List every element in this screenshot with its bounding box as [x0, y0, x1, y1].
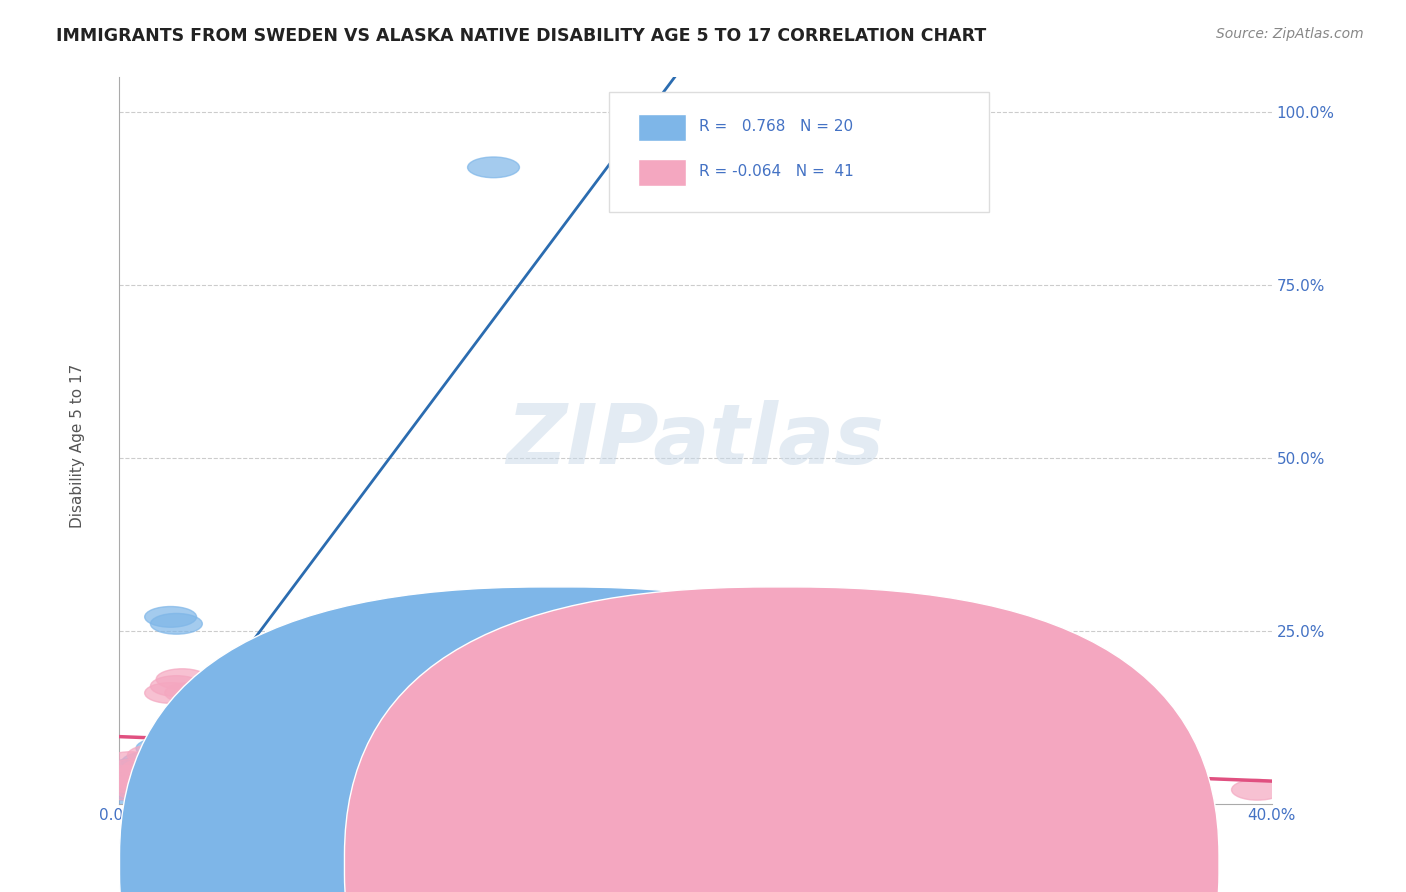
Text: IMMIGRANTS FROM SWEDEN VS ALASKA NATIVE DISABILITY AGE 5 TO 17 CORRELATION CHART: IMMIGRANTS FROM SWEDEN VS ALASKA NATIVE …	[56, 27, 987, 45]
Ellipse shape	[101, 772, 153, 793]
Text: Alaska Natives: Alaska Natives	[806, 857, 918, 871]
Ellipse shape	[353, 710, 404, 731]
Text: Source: ZipAtlas.com: Source: ZipAtlas.com	[1216, 27, 1364, 41]
Ellipse shape	[202, 772, 254, 793]
Ellipse shape	[128, 765, 180, 787]
Ellipse shape	[208, 724, 260, 745]
Ellipse shape	[115, 780, 167, 800]
Ellipse shape	[98, 780, 150, 800]
Ellipse shape	[150, 614, 202, 634]
Ellipse shape	[107, 759, 159, 780]
Ellipse shape	[202, 717, 254, 738]
Ellipse shape	[112, 772, 165, 793]
Ellipse shape	[180, 703, 231, 724]
Ellipse shape	[669, 765, 721, 787]
Ellipse shape	[98, 765, 150, 787]
Text: R = -0.064   N =  41: R = -0.064 N = 41	[699, 164, 853, 179]
Bar	[638, 114, 686, 141]
Ellipse shape	[104, 752, 156, 772]
Ellipse shape	[1015, 759, 1067, 780]
Ellipse shape	[1130, 772, 1182, 793]
Text: Disability Age 5 to 17: Disability Age 5 to 17	[70, 364, 84, 528]
Ellipse shape	[121, 759, 173, 780]
Ellipse shape	[121, 752, 173, 772]
Ellipse shape	[118, 772, 170, 793]
Ellipse shape	[110, 759, 162, 780]
Ellipse shape	[266, 710, 318, 731]
Ellipse shape	[194, 759, 246, 780]
Ellipse shape	[439, 710, 491, 731]
Ellipse shape	[814, 772, 866, 793]
FancyBboxPatch shape	[609, 92, 990, 211]
Ellipse shape	[145, 607, 197, 627]
Ellipse shape	[156, 669, 208, 690]
Ellipse shape	[115, 780, 167, 800]
Ellipse shape	[381, 703, 433, 724]
Ellipse shape	[411, 772, 461, 793]
Ellipse shape	[1232, 780, 1284, 800]
Ellipse shape	[173, 690, 225, 710]
Ellipse shape	[295, 724, 346, 745]
Ellipse shape	[186, 697, 238, 717]
Ellipse shape	[112, 765, 165, 787]
Ellipse shape	[180, 690, 231, 710]
Ellipse shape	[150, 675, 202, 697]
Ellipse shape	[128, 745, 180, 765]
Ellipse shape	[165, 682, 217, 703]
Ellipse shape	[323, 765, 375, 787]
Text: ZIPatlas: ZIPatlas	[506, 400, 884, 481]
Ellipse shape	[136, 738, 188, 759]
Ellipse shape	[238, 752, 288, 772]
Ellipse shape	[266, 710, 318, 731]
Ellipse shape	[107, 772, 159, 793]
Ellipse shape	[104, 787, 156, 807]
Ellipse shape	[101, 780, 153, 800]
Bar	[638, 159, 686, 186]
Ellipse shape	[222, 703, 274, 724]
Ellipse shape	[194, 710, 246, 731]
Ellipse shape	[468, 157, 519, 178]
Ellipse shape	[612, 765, 664, 787]
Ellipse shape	[208, 745, 260, 765]
Ellipse shape	[145, 682, 197, 703]
Ellipse shape	[496, 759, 548, 780]
Ellipse shape	[280, 717, 332, 738]
Ellipse shape	[238, 724, 288, 745]
Ellipse shape	[136, 765, 188, 787]
Text: Immigrants from Sweden: Immigrants from Sweden	[579, 857, 773, 871]
Ellipse shape	[554, 703, 606, 724]
Ellipse shape	[165, 724, 217, 745]
Ellipse shape	[900, 765, 952, 787]
Text: R =   0.768   N = 20: R = 0.768 N = 20	[699, 120, 853, 135]
Ellipse shape	[252, 717, 304, 738]
Ellipse shape	[110, 765, 162, 787]
